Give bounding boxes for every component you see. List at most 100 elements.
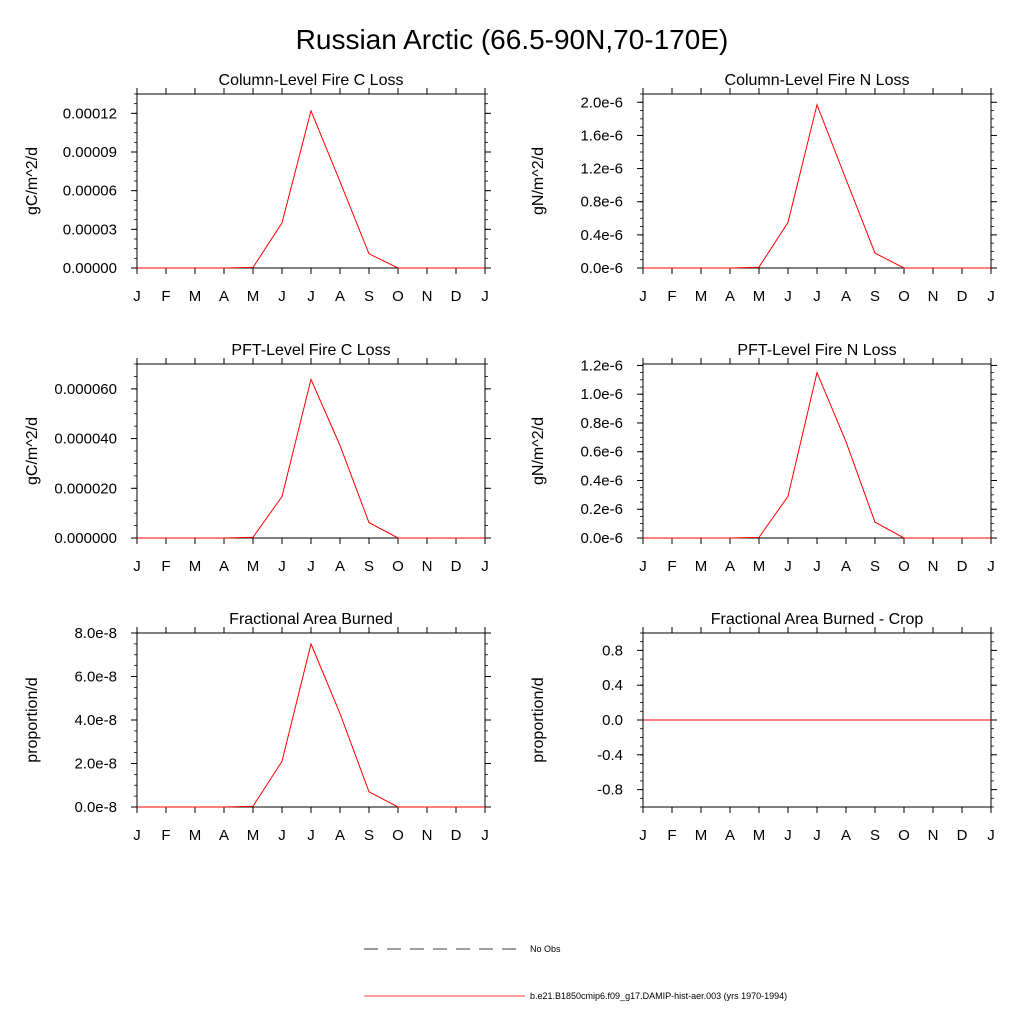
panel-title: PFT-Level Fire N Loss xyxy=(737,342,896,359)
x-tick-label: J xyxy=(481,558,489,575)
y-tick-label: 0.000060 xyxy=(54,381,117,398)
y-tick-label: 0.8e-6 xyxy=(580,415,623,432)
x-tick-label: A xyxy=(841,827,851,844)
x-tick-label: A xyxy=(841,558,851,575)
x-tick-label: N xyxy=(422,827,433,844)
y-tick-label: 0.00003 xyxy=(63,221,117,238)
x-tick-label: A xyxy=(725,558,735,575)
x-tick-label: M xyxy=(247,288,260,305)
legend-label-no-obs: No Obs xyxy=(530,944,561,954)
y-tick-label: 0.4 xyxy=(602,677,623,694)
x-tick-label: F xyxy=(667,558,676,575)
x-tick-label: M xyxy=(247,827,260,844)
y-tick-label: 0.00000 xyxy=(63,260,117,277)
y-axis-label: proportion/d xyxy=(530,677,547,762)
chart-panels: J F M A M J J A S O N D J0.000000.000030.000060.0000… xyxy=(24,72,997,844)
y-tick-label: 6.0e-8 xyxy=(74,669,117,686)
panel-title: Fractional Area Burned - Crop xyxy=(711,611,924,628)
panel-title: PFT-Level Fire C Loss xyxy=(231,342,390,359)
series-line xyxy=(643,370,991,539)
x-tick-label: D xyxy=(451,288,462,305)
y-tick-label: 2.0e-6 xyxy=(580,94,623,111)
x-tick-label: J xyxy=(481,827,489,844)
panel-title: Column-Level Fire N Loss xyxy=(725,72,910,89)
x-tick-label: F xyxy=(667,827,676,844)
x-tick-label: M xyxy=(695,827,708,844)
x-tick-label: J xyxy=(813,288,821,305)
panel-title: Fractional Area Burned xyxy=(229,611,393,628)
x-tick-label: O xyxy=(898,827,910,844)
y-tick-label: 0.8 xyxy=(602,642,623,659)
x-tick-label: F xyxy=(161,288,170,305)
y-axis-label: gN/m^2/d xyxy=(530,417,547,485)
chart-panel-5: J F M A M J J A S O N D J0.0e-82.0e-84.0e-86.0e-88.0… xyxy=(24,611,491,844)
x-tick-label: A xyxy=(841,288,851,305)
x-tick-label: D xyxy=(451,827,462,844)
y-tick-label: 0.4e-6 xyxy=(580,227,623,244)
x-tick-label: A xyxy=(335,558,345,575)
x-tick-label: A xyxy=(335,288,345,305)
x-tick-label: J xyxy=(813,558,821,575)
chart-panel-4: J F M A M J J A S O N D J0.0e-60.2e-60.4e-60.6e-60.8… xyxy=(530,342,997,575)
x-tick-label: J xyxy=(639,558,647,575)
series-line xyxy=(137,109,485,269)
x-tick-label: A xyxy=(219,288,229,305)
legend-label-model: b.e21.B1850cmip6.f09_g17.DAMIP-hist-aer.… xyxy=(530,991,787,1001)
x-tick-label: J xyxy=(133,558,141,575)
x-tick-label: O xyxy=(392,827,404,844)
y-tick-label: -0.4 xyxy=(597,747,623,764)
x-tick-label: J xyxy=(481,288,489,305)
x-tick-label: S xyxy=(870,558,880,575)
x-tick-label: F xyxy=(667,288,676,305)
chart-panel-1: J F M A M J J A S O N D J0.000000.000030.000060.0000… xyxy=(24,72,491,305)
x-tick-label: S xyxy=(364,827,374,844)
x-tick-label: F xyxy=(161,558,170,575)
y-tick-label: 0.0 xyxy=(602,712,623,729)
panel-title: Column-Level Fire C Loss xyxy=(219,72,404,89)
x-tick-label: D xyxy=(957,558,968,575)
x-tick-label: M xyxy=(753,288,766,305)
y-tick-label: 0.4e-6 xyxy=(580,472,623,489)
y-tick-label: 8.0e-8 xyxy=(74,625,117,642)
y-tick-label: 0.0e-6 xyxy=(580,260,623,277)
x-tick-label: J xyxy=(784,288,792,305)
y-axis-label: proportion/d xyxy=(24,677,41,762)
x-tick-label: A xyxy=(335,827,345,844)
plot-frame xyxy=(136,93,486,269)
y-tick-label: 1.0e-6 xyxy=(580,386,623,403)
x-tick-label: J xyxy=(784,558,792,575)
y-tick-label: 0.2e-6 xyxy=(580,501,623,518)
plot-frame xyxy=(136,363,486,539)
chart-panel-2: J F M A M J J A S O N D J0.0e-60.4e-60.8e-61.2e-61.6… xyxy=(530,72,997,305)
x-tick-label: D xyxy=(451,558,462,575)
x-tick-label: J xyxy=(133,827,141,844)
series-line xyxy=(137,377,485,539)
x-tick-label: N xyxy=(928,558,939,575)
x-tick-label: S xyxy=(870,827,880,844)
y-tick-label: 4.0e-8 xyxy=(74,712,117,729)
x-tick-label: M xyxy=(189,288,202,305)
x-tick-label: D xyxy=(957,827,968,844)
y-tick-label: 1.6e-6 xyxy=(580,127,623,144)
x-tick-label: M xyxy=(695,288,708,305)
x-tick-label: N xyxy=(928,288,939,305)
x-tick-label: J xyxy=(813,827,821,844)
x-tick-label: O xyxy=(898,288,910,305)
x-tick-label: J xyxy=(987,827,995,844)
y-axis-label: gN/m^2/d xyxy=(530,147,547,215)
x-tick-label: J xyxy=(307,827,315,844)
chart-panel-6: J F M A M J J A S O N D J-0.8-0.40.00.40.8Fractional… xyxy=(530,611,997,844)
x-tick-label: N xyxy=(928,827,939,844)
x-tick-label: M xyxy=(189,558,202,575)
x-tick-label: J xyxy=(639,288,647,305)
x-tick-label: J xyxy=(278,827,286,844)
x-tick-label: J xyxy=(639,827,647,844)
chart-legend: No Obs b.e21.B1850cmip6.f09_g17.DAMIP-hi… xyxy=(364,944,787,1001)
x-tick-label: J xyxy=(307,288,315,305)
plot-frame xyxy=(136,632,486,808)
x-tick-label: N xyxy=(422,558,433,575)
x-tick-label: O xyxy=(392,288,404,305)
y-axis-label: gC/m^2/d xyxy=(24,147,41,215)
y-axis-label: gC/m^2/d xyxy=(24,417,41,485)
